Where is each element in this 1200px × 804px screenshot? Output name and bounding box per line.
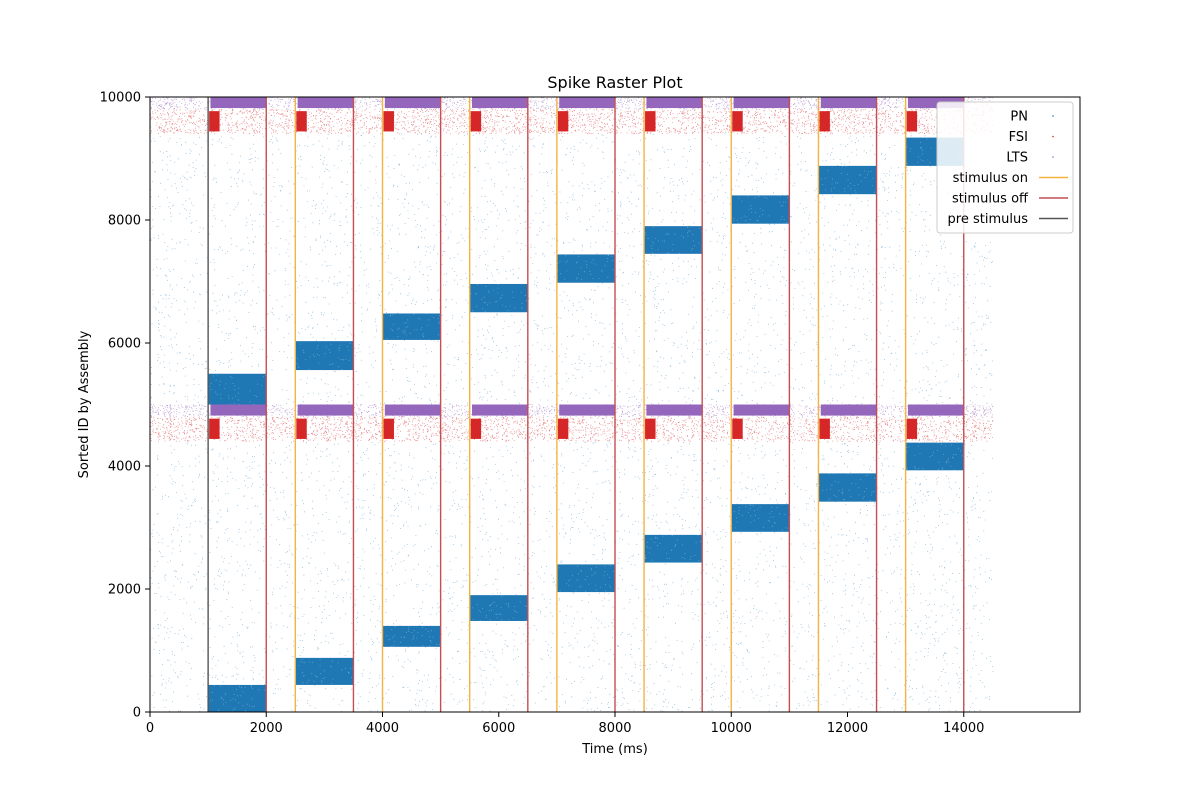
lts-burst [646,97,703,109]
legend-label: LTS [1006,151,1028,166]
legend-label: pre stimulus [948,212,1029,227]
pn-assembly-texture [734,504,791,531]
lts-burst [210,404,267,416]
y-tick-label: 6000 [108,337,141,352]
fsi-burst [645,418,656,439]
fsi-burst [732,418,743,439]
event-lines-layer [207,97,965,712]
fsi-burst [209,111,220,132]
pn-assembly-texture [821,165,878,194]
fsi-burst [819,111,830,132]
legend-marker [1052,156,1054,158]
fsi-burst [819,418,830,439]
y-tick-label: 8000 [108,214,141,229]
pn-assembly-texture [557,254,615,280]
fsi-burst [383,418,394,439]
fsi-burst [732,111,743,132]
x-tick-label: 10000 [711,721,752,736]
x-tick-label: 4000 [366,721,399,736]
x-tick-label: 6000 [482,721,515,736]
fsi-burst [557,418,569,439]
pn-assembly-block [818,473,877,502]
pn-assembly-block [295,341,354,371]
pn-assembly-texture [644,534,703,562]
lts-burst [733,404,790,416]
x-axis-label: Time (ms) [581,742,648,757]
fsi-burst [557,111,569,132]
fsi-burst [645,111,656,132]
pn-assembly-block [556,564,615,593]
fsi-burst [906,111,918,132]
pn-assembly-block [644,534,703,563]
x-axis-ticks: 0 2000 4000 6000 8000 10000 12000 14000 [146,712,984,736]
x-tick-label: 12000 [827,721,868,736]
pn-assembly-block [469,595,528,621]
lts-burst [210,97,267,109]
plot-area [149,96,1081,713]
pn-assembly-block [731,504,790,532]
lts-burst [384,404,441,416]
legend: PN FSI LTS stimulus on stimulus off pre stimu… [936,101,1074,234]
fsi-burst [906,418,918,439]
legend-marker [1052,115,1054,117]
pn-assembly-texture [386,313,440,340]
lts-burst [907,97,964,109]
legend-marker [1052,135,1054,138]
x-tick-label: 2000 [250,721,283,736]
lts-burst [384,97,441,109]
series-pn-assemblies [208,137,965,712]
lts-burst [646,404,703,416]
pn-assembly-texture [818,473,876,501]
lts-burst [820,97,877,109]
pn-assembly-texture [644,226,704,254]
lts-burst [559,404,615,416]
fsi-burst [296,418,307,439]
y-tick-label: 10000 [100,91,141,106]
lts-burst [733,97,790,109]
pn-assembly-texture [471,596,528,621]
legend-box [936,101,1074,234]
y-axis-ticks: 0 2000 4000 6000 8000 10000 [100,91,150,721]
pn-assembly-block [208,373,267,405]
y-tick-label: 0 [133,706,141,721]
lts-burst [559,97,615,109]
pn-assembly-block [469,283,528,313]
x-tick-label: 8000 [598,721,631,736]
legend-label: PN [1010,110,1028,125]
x-tick-label: 14000 [943,721,984,736]
pn-assembly-block [818,165,877,195]
chart-title: Spike Raster Plot [547,73,682,92]
legend-label: FSI [1009,130,1028,145]
pn-assembly-texture [906,442,963,471]
pn-assembly-texture [296,342,351,370]
pn-assembly-block [208,684,267,712]
lts-burst [297,97,354,109]
pn-assembly-block [556,254,615,283]
lts-burst [472,97,528,109]
pn-assembly-block [731,195,790,224]
lts-burst [907,404,964,416]
pn-assembly-block [382,625,441,647]
legend-label: stimulus off [952,192,1029,207]
series-lts [150,96,994,418]
pn-assembly-texture [209,373,267,405]
x-tick-label: 0 [146,721,154,736]
y-axis-label: Sorted ID by Assembly [77,330,92,478]
fsi-burst [296,111,307,132]
pn-assembly-block [382,313,441,340]
lts-burst [472,404,528,416]
pn-assembly-block [644,226,703,254]
pn-assembly-texture [298,658,354,684]
fsi-burst [470,111,482,132]
pn-assembly-texture [470,284,529,312]
legend-label: stimulus on [953,171,1028,186]
pn-assembly-block [295,657,354,685]
fsi-burst [383,111,394,132]
y-tick-label: 4000 [108,460,141,475]
lts-spikes [150,96,994,418]
y-tick-label: 2000 [108,583,141,598]
pn-assembly-block [905,442,964,471]
